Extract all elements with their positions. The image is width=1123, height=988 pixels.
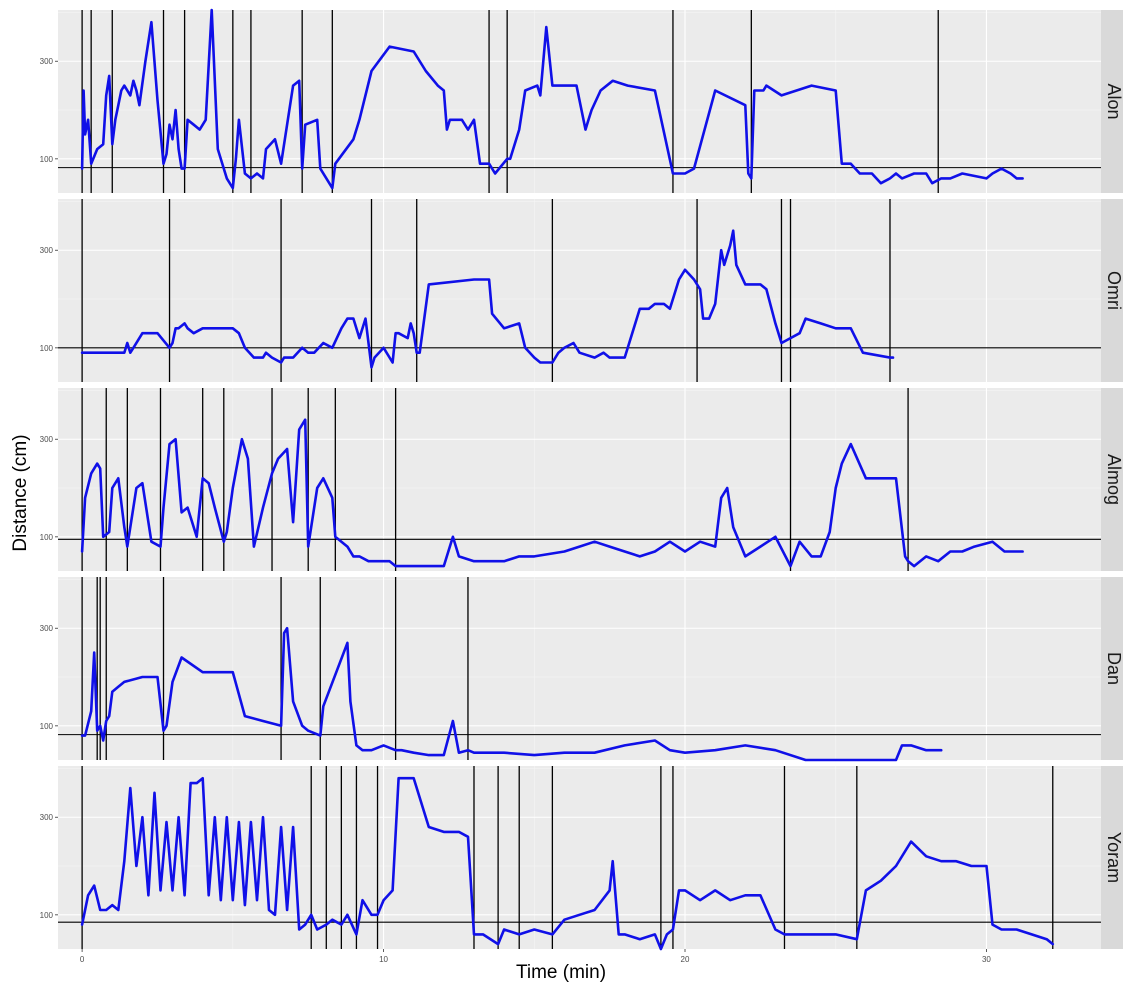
y-tick-label: 100 bbox=[40, 533, 54, 542]
panel-background bbox=[58, 388, 1101, 571]
panels-layer: 100 300 Alon 100 300 Omri 100 300 Almog 100 300 Dan… bbox=[40, 8, 1123, 951]
x-axis-title: Time (min) bbox=[516, 962, 606, 983]
y-tick-label: 100 bbox=[40, 722, 54, 731]
panel-alon: 100 300 Alon bbox=[40, 8, 1123, 193]
panel-yoram: 100 300 Yoram bbox=[40, 766, 1123, 951]
panel-background bbox=[58, 577, 1101, 760]
distance-series-line bbox=[80, 626, 943, 762]
x-tick-label: 10 bbox=[379, 955, 388, 964]
facet-strip bbox=[1101, 199, 1123, 382]
distance-series-line bbox=[80, 418, 1024, 568]
y-tick-label: 300 bbox=[40, 624, 54, 633]
x-axis: 0 10 20 30 bbox=[80, 949, 991, 964]
x-tick-label: 0 bbox=[80, 955, 85, 964]
distance-series-line bbox=[80, 8, 1024, 190]
y-tick-label: 300 bbox=[40, 813, 54, 822]
panel-background bbox=[58, 199, 1101, 382]
panel-omri: 100 300 Omri bbox=[40, 199, 1123, 382]
y-tick-label: 100 bbox=[40, 344, 54, 353]
panel-dan: 100 300 Dan bbox=[40, 577, 1123, 762]
x-tick-label: 30 bbox=[982, 955, 991, 964]
facet-strip bbox=[1101, 577, 1123, 760]
x-tick-label: 20 bbox=[681, 955, 690, 964]
facet-label: Omri bbox=[1104, 271, 1123, 310]
distance-series-line bbox=[80, 776, 1055, 951]
facet-label: Almog bbox=[1104, 454, 1123, 505]
facet-label: Alon bbox=[1104, 83, 1123, 119]
facet-label: Yoram bbox=[1104, 832, 1123, 883]
facet-strip bbox=[1101, 766, 1123, 949]
y-tick-label: 100 bbox=[40, 911, 54, 920]
y-tick-label: 100 bbox=[40, 155, 54, 164]
distance-series-line bbox=[80, 229, 895, 369]
y-tick-label: 300 bbox=[40, 246, 54, 255]
panel-almog: 100 300 Almog bbox=[40, 388, 1123, 571]
facet-strip bbox=[1101, 10, 1123, 193]
y-tick-label: 300 bbox=[40, 435, 54, 444]
facet-strip bbox=[1101, 388, 1123, 571]
y-axis-title: Distance (cm) bbox=[10, 434, 31, 551]
panel-background bbox=[58, 766, 1101, 949]
y-tick-label: 300 bbox=[40, 57, 54, 66]
facet-label: Dan bbox=[1104, 652, 1123, 685]
